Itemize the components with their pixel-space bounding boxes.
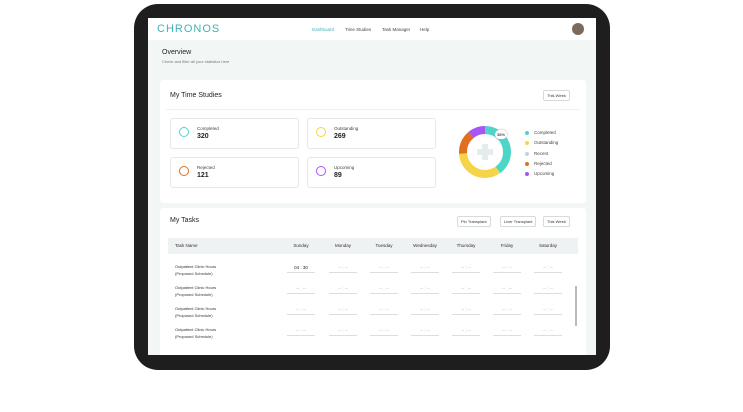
task-name: Outpatient Clinic Hours <box>175 285 217 290</box>
legend-label: Recent <box>534 150 549 156</box>
legend-label: Upcoming <box>534 171 555 177</box>
stat-value: 269 <box>334 133 346 140</box>
stat-value: 121 <box>197 172 209 179</box>
time-input[interactable]: -- : -- <box>534 328 562 336</box>
time-input[interactable]: -- : -- <box>370 307 398 315</box>
legend-dot <box>525 161 529 166</box>
logo[interactable]: CHRONOS <box>157 23 221 35</box>
overview-title: Overview <box>162 49 192 56</box>
time-input[interactable]: -- : -- <box>452 286 480 294</box>
time-input[interactable]: -- : -- <box>493 265 521 273</box>
divider <box>166 109 580 110</box>
nav-item[interactable]: Help <box>420 27 430 32</box>
stat-icon <box>179 127 189 137</box>
time-input[interactable]: -- : -- <box>411 307 439 315</box>
stat-box <box>170 157 299 188</box>
time-input[interactable]: -- : -- <box>493 328 521 336</box>
tasks-card <box>160 208 586 355</box>
legend-dot <box>525 172 529 177</box>
time-input[interactable]: -- : -- <box>329 286 357 294</box>
donut-segment <box>459 126 511 178</box>
time-input[interactable]: -- : -- <box>493 307 521 315</box>
task-note: (Proposed Schedule) <box>175 334 213 339</box>
time-input[interactable]: -- : -- <box>370 265 398 273</box>
stat-value: 89 <box>334 172 342 179</box>
task-note: (Proposed Schedule) <box>175 271 213 276</box>
time-input[interactable]: -- : -- <box>287 328 315 336</box>
time-input[interactable]: -- : -- <box>452 328 480 336</box>
time-input[interactable]: -- : -- <box>534 265 562 273</box>
legend-dot <box>525 151 529 156</box>
nav-item[interactable]: Time Studies <box>345 27 372 32</box>
legend-dot <box>525 131 529 135</box>
donut-chart <box>459 126 511 178</box>
scrollbar[interactable] <box>575 286 577 326</box>
legend-label: Outstanding <box>534 140 559 146</box>
task-filter[interactable]: Pin Transplant <box>457 216 491 227</box>
time-input[interactable]: -- : -- <box>329 328 357 336</box>
time-studies-title: My Time Studies <box>170 92 222 99</box>
stat-icon <box>316 127 326 137</box>
task-name: Outpatient Clinic Hours <box>175 327 217 332</box>
avatar[interactable] <box>572 23 584 35</box>
donut-segment <box>459 126 511 178</box>
stat-label: Completed <box>197 126 219 131</box>
time-input[interactable]: -- : -- <box>452 265 480 273</box>
tasks-title: My Tasks <box>170 217 200 224</box>
column-header: Monday <box>334 243 351 248</box>
column-header: Saturday <box>538 243 557 248</box>
stat-box <box>170 118 299 149</box>
time-input[interactable]: -- : -- <box>287 286 315 294</box>
column-header: Sunday <box>293 243 309 248</box>
stat-box <box>307 118 436 149</box>
task-name: Outpatient Clinic Hours <box>175 264 217 269</box>
stat-label: Rejected <box>197 165 215 170</box>
column-header: Wednesday <box>413 243 437 248</box>
column-header: Friday <box>500 243 514 248</box>
time-input[interactable]: -- : -- <box>329 307 357 315</box>
legend-dot <box>525 141 529 146</box>
task-filter[interactable]: This Week <box>543 216 570 227</box>
time-input[interactable]: -- : -- <box>411 286 439 294</box>
task-name: Outpatient Clinic Hours <box>175 306 217 311</box>
time-input[interactable]: -- : -- <box>493 286 521 294</box>
table-header <box>168 238 578 254</box>
time-input[interactable]: -- : -- <box>411 328 439 336</box>
task-filter[interactable]: Liver Transplant <box>500 216 537 227</box>
stat-value: 320 <box>197 133 209 140</box>
stat-icon <box>179 166 189 176</box>
time-input[interactable]: -- : -- <box>452 307 480 315</box>
stat-icon <box>316 166 326 176</box>
nav-item[interactable]: Task Manager <box>382 27 411 32</box>
time-input[interactable]: -- : -- <box>370 328 398 336</box>
time-input[interactable]: -- : -- <box>287 307 315 315</box>
time-input[interactable]: 04 : 30 <box>287 265 315 273</box>
week-filter[interactable]: This Week <box>543 90 570 101</box>
task-note: (Proposed Schedule) <box>175 313 213 318</box>
column-header: Tuesday <box>375 243 393 248</box>
donut-icon <box>477 144 493 160</box>
top-bar <box>148 18 596 40</box>
stat-label: Upcoming <box>334 165 355 170</box>
donut-segment <box>459 126 511 178</box>
stat-label: Outstanding <box>334 126 359 131</box>
nav-item[interactable]: Dashboard <box>312 27 335 32</box>
legend-label: Rejected <box>534 160 552 166</box>
overview-subtitle: Check and filter all your statistics her… <box>162 59 230 64</box>
column-header: Thursday <box>456 243 476 248</box>
time-input[interactable]: -- : -- <box>534 307 562 315</box>
screen: CHRONOS Overview Check and filter all yo… <box>148 18 596 355</box>
time-input[interactable]: -- : -- <box>329 265 357 273</box>
task-note: (Proposed Schedule) <box>175 292 213 297</box>
time-input[interactable]: -- : -- <box>370 286 398 294</box>
stat-box <box>307 157 436 188</box>
legend-label: Completed <box>534 130 556 135</box>
time-input[interactable]: -- : -- <box>534 286 562 294</box>
donut-label: 38% <box>495 130 508 139</box>
column-header: Task Name <box>175 243 198 248</box>
time-input[interactable]: -- : -- <box>411 265 439 273</box>
